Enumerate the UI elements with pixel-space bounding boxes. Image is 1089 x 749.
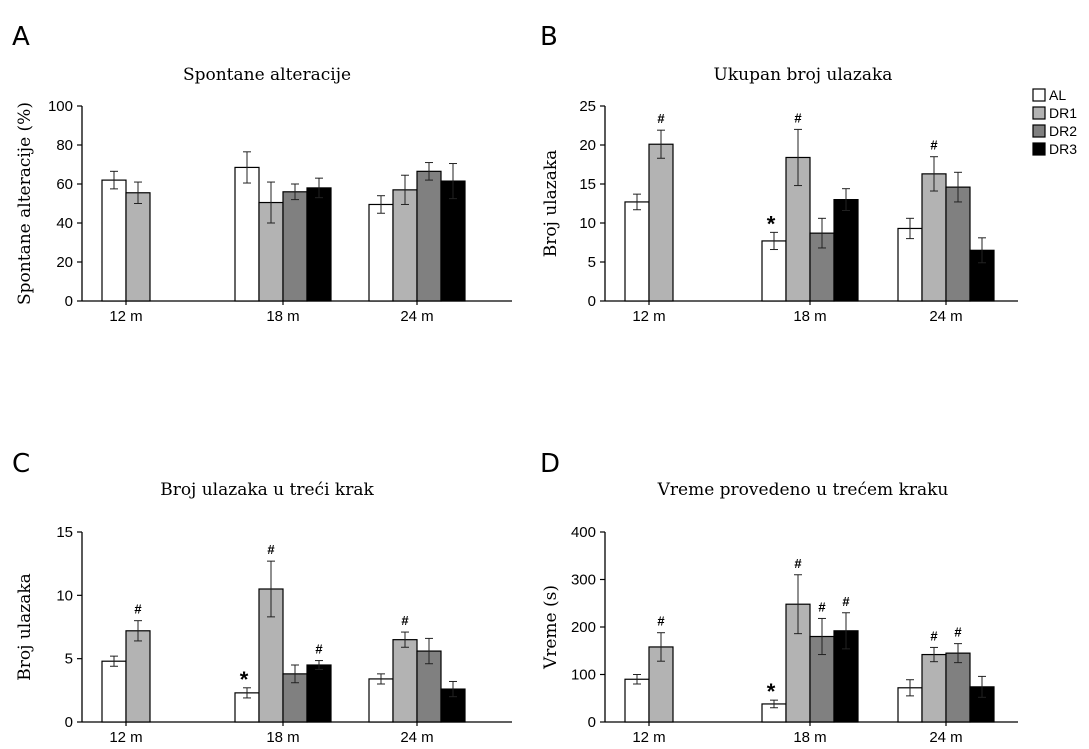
x-tick-label: 18 m <box>793 308 826 325</box>
x-tick-label: 12 m <box>109 729 142 746</box>
legend-swatch-dr3 <box>1032 142 1046 156</box>
x-tick-label: 24 m <box>400 308 433 325</box>
panels: A Spontane alteracije Spontane alteracije … <box>12 22 1018 746</box>
panel-b: B Ukupan broj ulazaka Broj ulazaka 0 5 10 15 20… <box>540 22 1018 325</box>
bar-dr2 <box>282 191 308 302</box>
bar-dr2 <box>945 652 971 723</box>
bar-al <box>101 660 127 723</box>
x-tick-label: 24 m <box>929 729 962 746</box>
y-tick-label: 0 <box>588 714 596 731</box>
y-tick-label: 20 <box>56 254 73 271</box>
y-tick-label: 300 <box>571 572 596 589</box>
significance-star: * <box>767 211 776 236</box>
chart-title: Vreme provedeno u trećem kraku <box>657 480 949 500</box>
bar-al <box>101 179 127 302</box>
significance-hash: # <box>657 614 665 629</box>
x-tick-label: 18 m <box>266 729 299 746</box>
y-tick-label: 200 <box>571 619 596 636</box>
chart-title: Spontane alteracije <box>183 65 351 85</box>
x-tick-label: 24 m <box>400 729 433 746</box>
y-tick-label: 80 <box>56 137 73 154</box>
y-tick-label: 100 <box>48 98 73 115</box>
x-tick-label: 12 m <box>632 729 665 746</box>
panel-letter: D <box>540 449 560 479</box>
chart-title: Ukupan broj ulazaka <box>714 65 893 85</box>
legend: AL DR1 DR2 DR3 <box>1032 87 1077 157</box>
significance-hash: # <box>930 138 938 153</box>
y-tick-label: 40 <box>56 215 73 232</box>
y-tick-label: 15 <box>579 176 596 193</box>
y-tick-label: 100 <box>571 667 596 684</box>
significance-hash: # <box>954 625 962 640</box>
y-tick-label: 60 <box>56 176 73 193</box>
legend-swatch-dr2 <box>1032 124 1046 138</box>
bar-al <box>234 166 260 302</box>
significance-hash: # <box>267 542 275 557</box>
bar-dr1 <box>392 189 418 302</box>
bar-al <box>368 203 394 302</box>
panel-d: D Vreme provedeno u trećem kraku Vreme (s)… <box>540 449 1018 746</box>
y-tick-label: 10 <box>56 587 73 604</box>
chart-title: Broj ulazaka u treći krak <box>160 480 374 500</box>
y-axis-label: Broj ulazaka <box>541 150 561 258</box>
panel-c: C Broj ulazaka u treći krak Broj ulazaka 0 5… <box>12 449 512 746</box>
y-axis-label: Vreme (s) <box>541 585 561 670</box>
legend-label-al: AL <box>1049 87 1066 103</box>
bar-al <box>624 678 650 723</box>
bar-dr2 <box>945 186 971 302</box>
y-tick-label: 0 <box>65 293 73 310</box>
significance-hash: # <box>401 613 409 628</box>
panel-letter: B <box>540 22 558 52</box>
legend-swatch-al <box>1032 88 1046 102</box>
significance-hash: # <box>818 599 826 614</box>
bar-dr3 <box>833 199 859 302</box>
significance-hash: # <box>794 110 802 125</box>
y-tick-label: 25 <box>579 98 596 115</box>
bar-dr1 <box>125 192 151 302</box>
bar-al <box>368 678 394 723</box>
y-tick-label: 10 <box>579 215 596 232</box>
x-tick-label: 18 m <box>793 729 826 746</box>
significance-hash: # <box>134 602 142 617</box>
x-tick-label: 24 m <box>929 308 962 325</box>
significance-hash: # <box>842 594 850 609</box>
y-tick-label: 15 <box>56 524 73 541</box>
y-tick-label: 5 <box>588 254 596 271</box>
legend-label-dr3: DR3 <box>1049 141 1077 157</box>
panel-letter: A <box>12 22 30 52</box>
bar-dr3 <box>306 187 332 302</box>
significance-star: * <box>240 667 249 692</box>
significance-hash: # <box>657 111 665 126</box>
bar-dr1 <box>921 173 947 302</box>
legend-swatch-dr1 <box>1032 106 1046 120</box>
legend-label-dr2: DR2 <box>1049 123 1077 139</box>
panel-letter: C <box>12 449 30 479</box>
bar-dr1 <box>125 630 151 723</box>
y-tick-label: 0 <box>65 714 73 731</box>
bar-dr1 <box>648 143 674 302</box>
bar-dr2 <box>416 170 442 302</box>
bar-dr1 <box>392 639 418 723</box>
significance-hash: # <box>315 642 323 657</box>
significance-hash: # <box>794 556 802 571</box>
x-tick-label: 18 m <box>266 308 299 325</box>
x-tick-label: 12 m <box>632 308 665 325</box>
y-axis-label: Broj ulazaka <box>15 573 35 681</box>
bar-dr3 <box>306 664 332 723</box>
bar-al <box>624 201 650 302</box>
bar-al <box>897 227 923 302</box>
y-tick-label: 400 <box>571 524 596 541</box>
y-tick-label: 20 <box>579 137 596 154</box>
x-tick-label: 12 m <box>109 308 142 325</box>
significance-star: * <box>767 679 776 704</box>
legend-label-dr1: DR1 <box>1049 105 1077 121</box>
significance-hash: # <box>930 628 938 643</box>
y-tick-label: 5 <box>65 651 73 668</box>
panel-a: A Spontane alteracije Spontane alteracije … <box>12 22 512 325</box>
bar-dr1 <box>921 653 947 723</box>
y-axis-label: Spontane alteracije (%) <box>15 102 35 305</box>
y-tick-label: 0 <box>588 293 596 310</box>
